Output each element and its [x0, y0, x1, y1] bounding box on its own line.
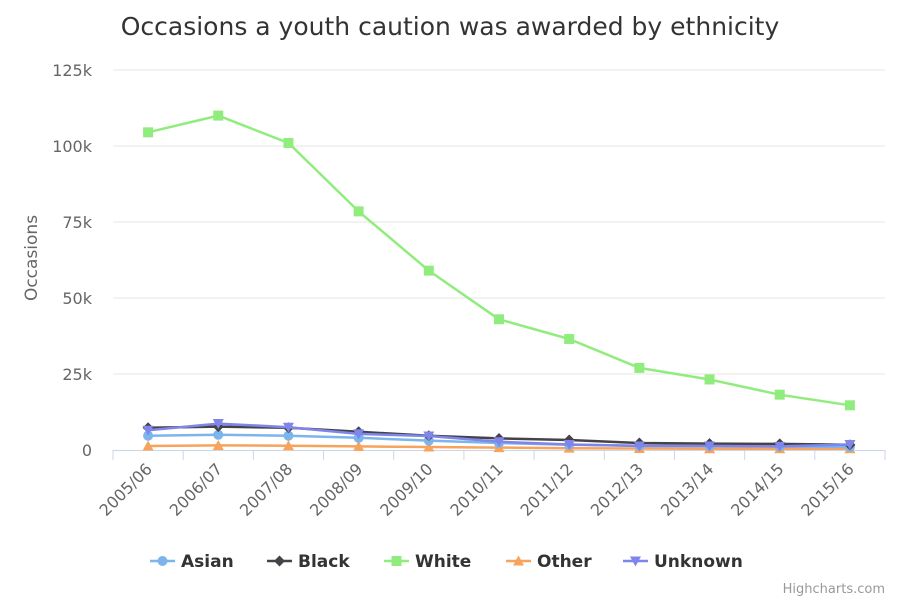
x-tick-label: 2007/08	[236, 459, 296, 519]
grid	[113, 69, 885, 375]
y-axis: 0 25k 50k 75k 100k 125k	[52, 61, 93, 460]
data-point-other[interactable]	[423, 441, 435, 452]
legend-symbol-marker	[274, 555, 285, 567]
legend-label: Unknown	[654, 552, 743, 572]
data-point-white[interactable]	[634, 362, 645, 373]
data-point-white[interactable]	[704, 374, 715, 385]
x-tick-label: 2015/16	[797, 459, 857, 519]
x-tick-label: 2006/07	[166, 459, 226, 519]
data-point-other[interactable]	[142, 440, 154, 451]
series-line-white[interactable]	[146, 114, 852, 407]
x-tick-label: 2014/15	[727, 459, 787, 519]
chart-title: Occasions a youth caution was awarded by…	[121, 12, 780, 41]
legend-item-asian[interactable]: Asian	[150, 552, 234, 572]
data-point-asian[interactable]	[213, 429, 224, 440]
data-point-unknown[interactable]	[212, 419, 224, 430]
x-tick-label: 2010/11	[446, 459, 506, 519]
data-point-unknown[interactable]	[142, 425, 154, 436]
series-unknown	[142, 419, 856, 452]
data-point-white[interactable]	[774, 389, 785, 400]
x-tick-label: 2008/09	[306, 459, 366, 519]
data-point-unknown[interactable]	[353, 429, 365, 440]
legend: Asian Black White Other Unknown	[150, 552, 743, 572]
data-point-unknown[interactable]	[563, 440, 575, 451]
data-point-white[interactable]	[283, 137, 294, 148]
data-point-white[interactable]	[844, 400, 855, 411]
data-point-other[interactable]	[353, 440, 365, 451]
legend-label: White	[415, 552, 471, 572]
legend-label: Asian	[181, 552, 234, 572]
credits-link[interactable]: Highcharts.com	[783, 582, 885, 597]
data-point-asian[interactable]	[283, 430, 294, 441]
legend-item-unknown[interactable]: Unknown	[623, 552, 743, 572]
data-point-unknown[interactable]	[844, 440, 856, 451]
legend-symbol-marker	[157, 556, 168, 566]
data-point-white[interactable]	[423, 265, 434, 276]
legend-item-other[interactable]: Other	[506, 552, 592, 572]
legend-item-black[interactable]: Black	[267, 552, 350, 572]
data-point-unknown[interactable]	[704, 441, 716, 452]
x-tick-label: 2009/10	[376, 459, 436, 519]
x-tick-label: 2013/14	[657, 459, 717, 519]
y-tick-label: 25k	[62, 365, 92, 384]
data-point-white[interactable]	[494, 314, 504, 325]
data-point-white[interactable]	[564, 334, 575, 345]
data-point-other[interactable]	[282, 440, 294, 451]
legend-symbol-marker	[513, 555, 524, 566]
data-point-white[interactable]	[213, 110, 224, 121]
data-point-unknown[interactable]	[633, 441, 645, 452]
data-point-unknown[interactable]	[282, 422, 294, 433]
legend-label: Black	[298, 552, 350, 572]
plot-area	[142, 110, 856, 454]
data-point-unknown[interactable]	[774, 441, 786, 452]
x-tick-label: 2011/12	[517, 459, 577, 519]
data-point-white[interactable]	[143, 127, 154, 138]
legend-symbol-marker	[630, 556, 641, 567]
x-tick-label: 2012/13	[587, 459, 647, 519]
x-axis: 2005/06 2006/07 2007/08 2008/09 2009/10 2010/…	[95, 450, 886, 520]
y-tick-label: 0	[82, 441, 92, 460]
y-tick-label: 100k	[52, 137, 93, 156]
x-tick-label: 2005/06	[95, 459, 155, 519]
series-white	[143, 110, 855, 411]
data-point-unknown[interactable]	[423, 431, 435, 442]
legend-item-white[interactable]: White	[384, 552, 471, 572]
data-point-other[interactable]	[212, 439, 224, 450]
legend-label: Other	[537, 552, 592, 572]
y-tick-label: 125k	[52, 61, 93, 80]
data-point-unknown[interactable]	[493, 437, 505, 448]
y-tick-label: 75k	[62, 213, 92, 232]
y-axis-title: Occasions	[22, 215, 42, 301]
data-point-white[interactable]	[353, 206, 364, 217]
y-tick-label: 50k	[62, 289, 92, 308]
legend-symbol-marker	[391, 556, 402, 566]
